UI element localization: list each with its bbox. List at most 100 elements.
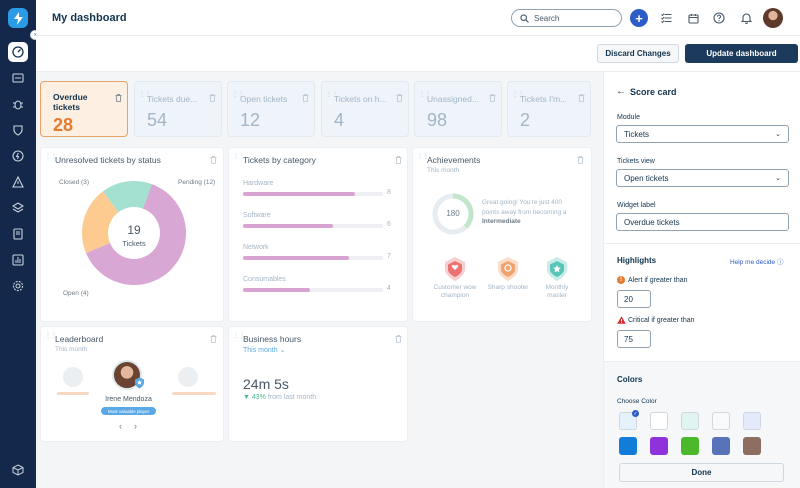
discard-changes-button[interactable]: Discard Changes: [597, 44, 679, 63]
tickets-view-select[interactable]: Open tickets ⌄: [616, 169, 789, 187]
back-arrow-icon[interactable]: ←: [616, 86, 626, 97]
widget-unassigned[interactable]: ⋮⋮ Unassigned... 98: [414, 81, 502, 137]
notifications-bell-icon[interactable]: [738, 10, 754, 26]
donut-slice-pending[interactable]: [85, 184, 186, 285]
widget-unresolved-by-status[interactable]: ⋮⋮ Unresolved tickets by status 19 Ticke…: [40, 147, 224, 322]
delete-icon[interactable]: [395, 156, 402, 164]
next-arrow-icon[interactable]: ›: [134, 421, 137, 431]
drag-handle-icon[interactable]: ⋮⋮: [326, 92, 338, 98]
color-swatch[interactable]: ✓: [619, 410, 639, 430]
shield-icon[interactable]: [8, 120, 28, 140]
change-percent: 43%: [251, 394, 266, 401]
category-bar-software: [243, 224, 383, 228]
mvp-shield-icon: [135, 377, 144, 389]
page-title: My dashboard: [52, 12, 127, 24]
widget-tickets-due[interactable]: ⋮⋮ Tickets due... 54: [134, 81, 222, 137]
lightning-icon[interactable]: [8, 146, 28, 166]
delete-icon[interactable]: [209, 94, 216, 102]
category-bar-fill: [243, 288, 311, 292]
category-bar-fill: [243, 192, 355, 196]
prev-arrow-icon[interactable]: ‹: [119, 421, 122, 431]
help-icon[interactable]: [711, 10, 727, 26]
widget-open-tickets[interactable]: ⋮⋮ Open tickets 12: [227, 81, 315, 137]
achievement-message-text: Great going! You're just 400 points away…: [482, 199, 567, 216]
donut-slice-open[interactable]: [82, 191, 119, 253]
alert-threshold-input[interactable]: 20: [617, 290, 651, 308]
widget-leaderboard[interactable]: ⋮⋮ Leaderboard This month Irene Mendoza …: [40, 326, 224, 442]
widget-business-hours[interactable]: ⋮⋮ Business hours This month ⌄ 24m 5s ▼ …: [228, 326, 408, 442]
drag-handle-icon[interactable]: ⋮⋮: [419, 92, 431, 98]
donut-slice-closed[interactable]: [102, 181, 152, 213]
delete-icon[interactable]: [396, 94, 403, 102]
donut-center-value: 19: [127, 223, 141, 237]
color-swatch[interactable]: [681, 437, 699, 455]
drag-handle-icon[interactable]: ⋮⋮: [45, 92, 57, 98]
freshdesk-logo-icon[interactable]: [8, 8, 28, 28]
drag-handle-icon[interactable]: ⋮⋮: [233, 333, 245, 339]
apps-cube-icon[interactable]: [8, 460, 28, 480]
color-swatch[interactable]: [743, 412, 761, 430]
score-ring: [432, 193, 474, 235]
widget-title: Tickets by category: [243, 155, 316, 165]
delete-icon[interactable]: [210, 156, 217, 164]
widget-tickets-by-category[interactable]: ⋮⋮ Tickets by category Hardware 8 Softwa…: [228, 147, 408, 322]
layers-icon[interactable]: [8, 198, 28, 218]
sidebar: ›: [0, 0, 40, 488]
help-me-decide-link[interactable]: Help me decide ⓘ: [730, 256, 783, 266]
delete-icon[interactable]: [210, 335, 217, 343]
drag-handle-icon[interactable]: ⋮⋮: [233, 154, 245, 160]
reports-icon[interactable]: [8, 250, 28, 270]
settings-gear-icon[interactable]: [8, 276, 28, 296]
action-bar: Discard Changes Update dashboard: [36, 36, 800, 72]
category-label-consumables: Consumables: [243, 276, 286, 283]
delete-icon[interactable]: [489, 94, 496, 102]
widget-overdue-tickets[interactable]: ⋮⋮ Overdue tickets 28: [40, 81, 128, 137]
drag-handle-icon[interactable]: ⋮⋮: [45, 333, 57, 339]
dashboard-icon[interactable]: [8, 42, 28, 62]
update-dashboard-button[interactable]: Update dashboard: [685, 44, 798, 63]
delete-icon[interactable]: [578, 94, 585, 102]
color-swatch[interactable]: [650, 437, 668, 455]
new-item-plus-button[interactable]: +: [630, 9, 648, 27]
delete-icon[interactable]: [395, 335, 402, 343]
done-button[interactable]: Done: [619, 463, 784, 482]
alert-threshold-label: Alert if greater than: [628, 277, 688, 284]
delete-icon[interactable]: [577, 156, 584, 164]
tasks-list-icon[interactable]: [658, 10, 674, 26]
color-swatch[interactable]: [712, 412, 730, 430]
delete-icon[interactable]: [115, 94, 122, 102]
widget-achievements[interactable]: ⋮⋮ Achievements This month 180 Great goi…: [412, 147, 592, 322]
module-select[interactable]: Tickets ⌄: [616, 125, 789, 143]
leader-name: Irene Mendoza: [105, 396, 152, 403]
delete-icon[interactable]: [302, 94, 309, 102]
widget-label-input[interactable]: Overdue tickets: [616, 213, 789, 231]
color-swatch[interactable]: [619, 437, 637, 455]
drag-handle-icon[interactable]: ⋮⋮: [417, 154, 429, 160]
bug-icon[interactable]: [8, 94, 28, 114]
search-input[interactable]: Search: [511, 9, 622, 27]
widget-tickets-on-hold[interactable]: ⋮⋮ Tickets on h... 4: [321, 81, 409, 137]
calendar-icon[interactable]: [685, 10, 701, 26]
color-swatch[interactable]: [743, 437, 761, 455]
badge-label: Monthly master: [545, 284, 569, 299]
donut-center-label: Tickets: [122, 239, 146, 248]
color-swatch[interactable]: [650, 412, 668, 430]
score-card-config-panel: ← Score card Module Tickets ⌄ Tickets vie…: [603, 72, 800, 488]
divider: [604, 361, 800, 362]
drag-handle-icon[interactable]: ⋮⋮: [139, 92, 151, 98]
legend-open: Open (4): [63, 290, 89, 297]
category-bar-fill: [243, 224, 333, 228]
critical-threshold-input[interactable]: 75: [617, 330, 651, 348]
tickets-icon[interactable]: [8, 68, 28, 88]
drag-handle-icon[interactable]: ⋮⋮: [232, 92, 244, 98]
color-swatch[interactable]: [681, 412, 699, 430]
period-filter-dropdown[interactable]: This month ⌄: [243, 346, 285, 354]
drag-handle-icon[interactable]: ⋮⋮: [45, 154, 57, 160]
widget-tickets-im-watching[interactable]: ⋮⋮ Tickets I'm... 2: [507, 81, 591, 137]
book-icon[interactable]: [8, 224, 28, 244]
color-swatch[interactable]: [712, 437, 730, 455]
drag-handle-icon[interactable]: ⋮⋮: [512, 92, 524, 98]
user-avatar[interactable]: [763, 8, 783, 28]
widget-title: Unresolved tickets by status: [55, 155, 161, 165]
warning-icon[interactable]: [8, 172, 28, 192]
